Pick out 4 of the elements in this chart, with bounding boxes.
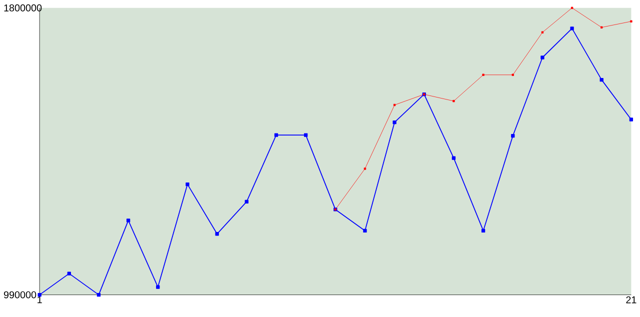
y-tick-label: 1800000: [4, 4, 42, 12]
y-tick-label: 990000: [4, 292, 36, 299]
x-tick-label: 21: [626, 296, 636, 304]
x-tick-label: 1: [38, 296, 42, 304]
